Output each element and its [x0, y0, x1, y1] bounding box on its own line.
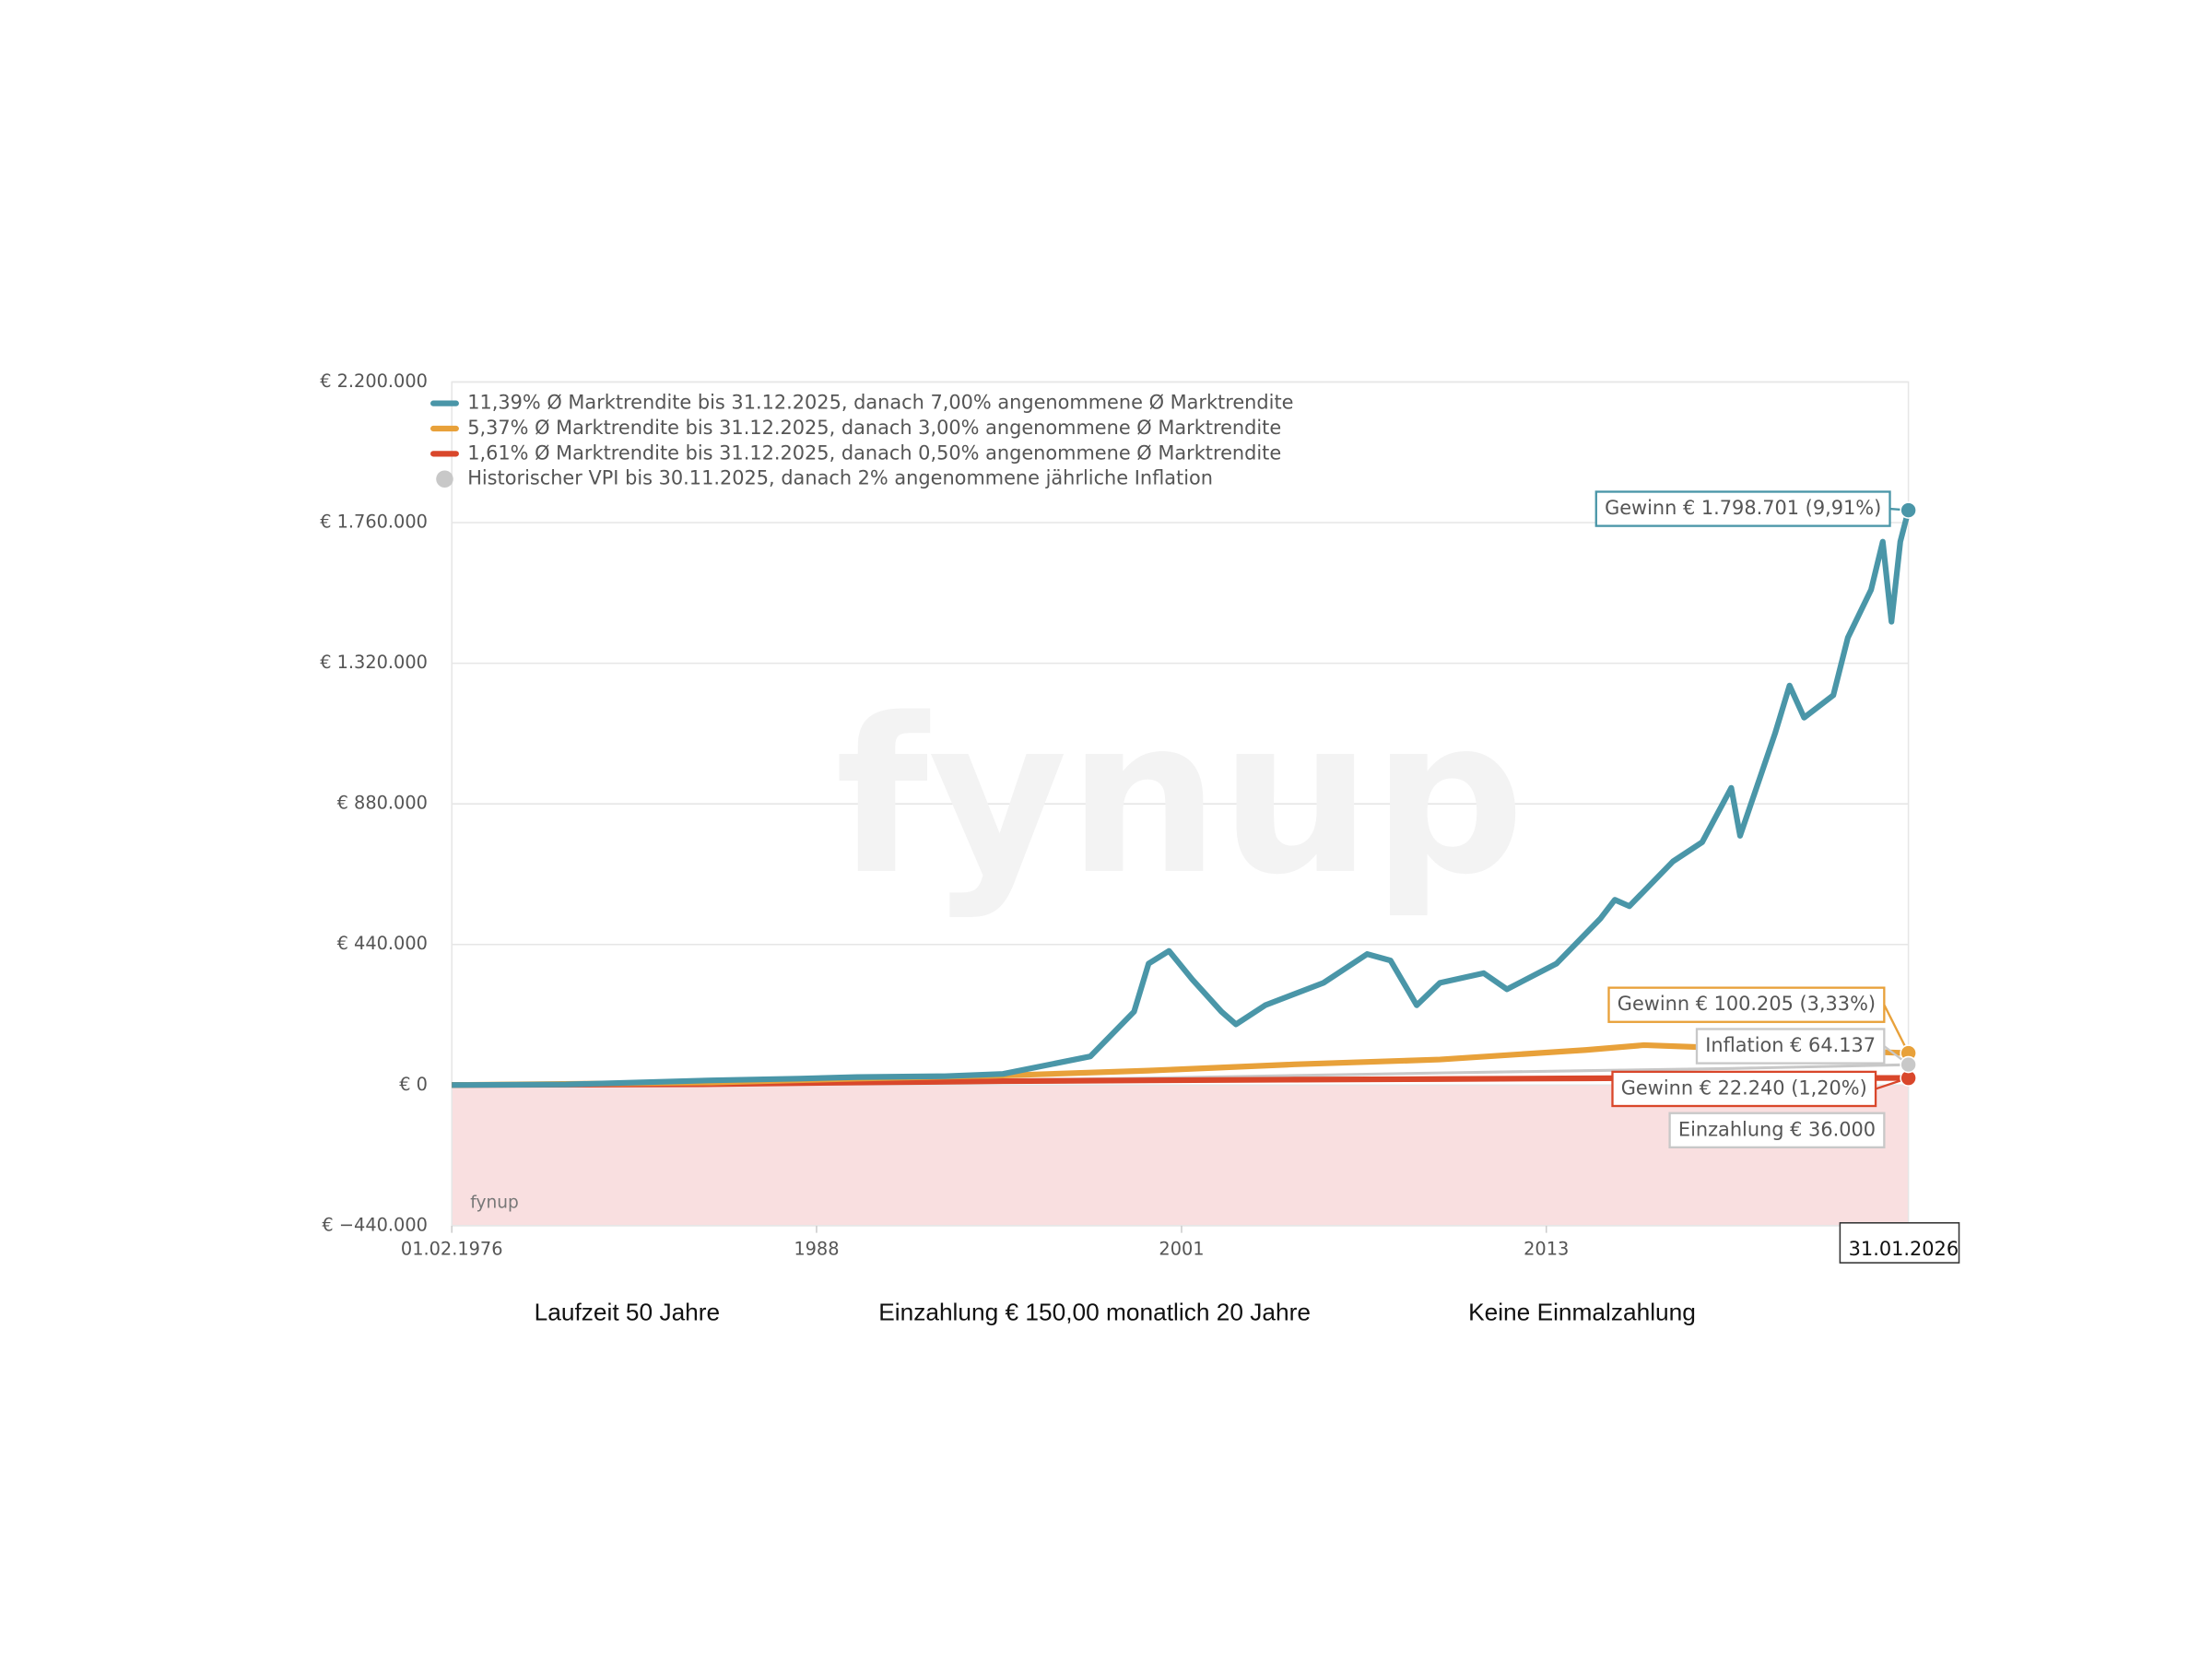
tooltip-box [1594, 490, 1891, 527]
tooltip-text: Gewinn € 1.798.701 (9,91%) [1605, 497, 1881, 519]
tooltip-text: Gewinn € 22.240 (1,20%) [1621, 1077, 1867, 1099]
tooltip-text: Inflation € 64.137 [1705, 1034, 1876, 1056]
x-tick-label: 01.02.1976 [401, 1239, 503, 1260]
y-tick-label: € 0 [399, 1074, 428, 1095]
y-tick-label: € 440.000 [337, 933, 428, 954]
watermark: fynup [835, 673, 1524, 922]
legend-label: Historischer VPI bis 30.11.2025, danach … [467, 467, 1213, 489]
legend-marker [436, 470, 453, 488]
negative-area [452, 1085, 1909, 1226]
x-tick-label: 2013 [1524, 1239, 1569, 1260]
tooltip: Inflation € 64.137 [1695, 1028, 1886, 1065]
tooltip-connector [1883, 1004, 1910, 1054]
tooltip-box [1611, 1070, 1877, 1108]
legend-label: 1,61% Ø Marktrendite bis 31.12.2025, dan… [467, 441, 1281, 464]
series-line [452, 509, 1912, 1088]
legend-label: 5,37% Ø Marktrendite bis 31.12.2025, dan… [467, 417, 1281, 439]
legend-label: 11,39% Ø Marktrendite bis 31.12.2025, da… [467, 392, 1293, 414]
plot-area [451, 381, 1910, 1227]
tooltip: Einzahlung € 36.000 [1668, 1112, 1886, 1149]
y-tick-label: € 880.000 [337, 793, 428, 814]
annotation: Einzahlung € 36.000 [1678, 1118, 1876, 1140]
tooltip-box [1695, 1028, 1886, 1065]
y-tick-label: € 1.320.000 [320, 652, 428, 673]
footer-text: Keine Einmalzahlung [1468, 1299, 1696, 1326]
tooltip-box [1668, 1112, 1886, 1149]
footer-text: Laufzeit 50 Jahre [535, 1299, 721, 1326]
tooltip: Gewinn € 22.240 (1,20%) [1611, 1070, 1877, 1108]
tooltip: Gewinn € 100.205 (3,33%) [1607, 986, 1886, 1023]
x-tick-label: 1988 [794, 1239, 839, 1260]
end-point [1900, 501, 1917, 519]
y-tick-label: € −440.000 [322, 1214, 427, 1235]
credit: fynup [470, 1194, 518, 1213]
x-tick-label: 31.01.2026 [1849, 1238, 1959, 1260]
tooltip-box [1607, 986, 1886, 1023]
y-tick-label: € 2.200.000 [320, 371, 428, 392]
end-point [1900, 1055, 1917, 1074]
footer-text: Einzahlung € 150,00 monatlich 20 Jahre [878, 1299, 1311, 1326]
y-tick-label: € 1.760.000 [320, 512, 428, 533]
x-tick-label: 2001 [1159, 1239, 1204, 1260]
x-tick-box [1839, 1222, 1960, 1264]
tooltip: Gewinn € 1.798.701 (9,91%) [1594, 490, 1891, 527]
tooltip-text: Gewinn € 100.205 (3,33%) [1618, 993, 1876, 1015]
